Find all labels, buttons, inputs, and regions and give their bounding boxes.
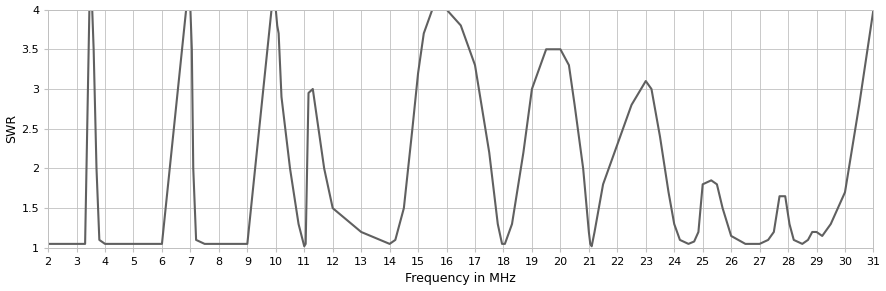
X-axis label: Frequency in MHz: Frequency in MHz — [406, 272, 517, 285]
Y-axis label: SWR: SWR — [5, 114, 19, 143]
